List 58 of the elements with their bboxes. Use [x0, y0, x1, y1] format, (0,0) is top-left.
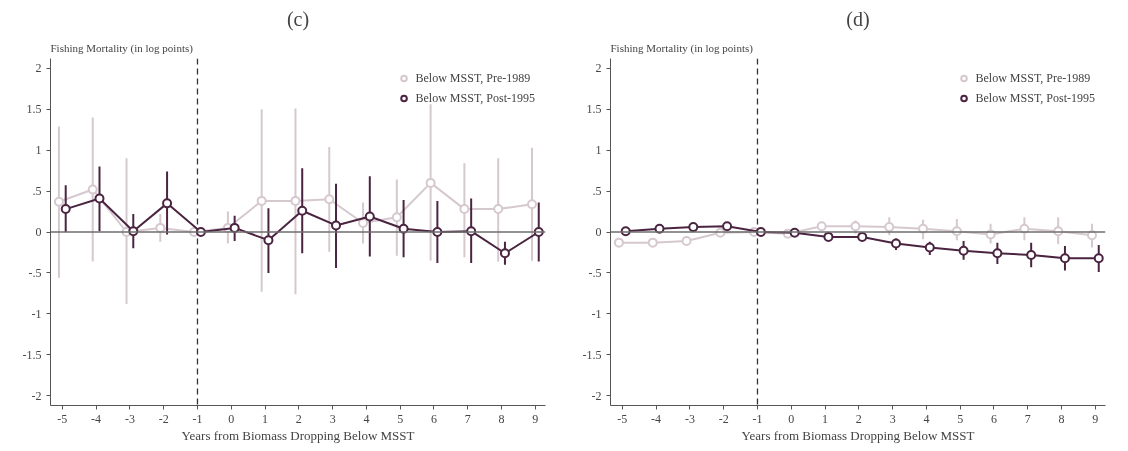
- y-tick-label: 2: [35, 61, 42, 76]
- y-tick-label: 2: [595, 61, 602, 76]
- x-tick-label: -5: [57, 411, 68, 426]
- x-tick-label: -3: [124, 411, 135, 426]
- x-axis-title: Years from Biomass Dropping Below MSST: [181, 427, 415, 443]
- x-tick-label: 2: [295, 411, 302, 426]
- x-tick-label: 5: [397, 411, 404, 426]
- x-tick-label: 9: [1092, 411, 1099, 426]
- x-tick-label: -2: [158, 411, 169, 426]
- x-tick-label: 4: [923, 411, 930, 426]
- x-tick-label: 6: [431, 411, 437, 426]
- x-tick-label: 4: [363, 411, 370, 426]
- y-tick-label: 1.5: [586, 102, 602, 117]
- y-tick-label: -1: [591, 306, 602, 321]
- legend-label: Below MSST, Pre-1989: [415, 70, 531, 86]
- x-tick-label: 7: [1024, 411, 1031, 426]
- x-tick-label: -1: [192, 411, 203, 426]
- y-axis-title: Fishing Mortality (in log points): [610, 41, 754, 55]
- y-tick-label: -2: [591, 388, 602, 403]
- x-tick-label: -4: [651, 411, 662, 426]
- legend-label: Below MSST, Post-1995: [415, 90, 535, 106]
- x-tick-label: 0: [788, 411, 795, 426]
- y-tick-label: 1.5: [26, 102, 42, 117]
- chart-title: (c): [286, 7, 310, 31]
- x-tick-label: 1: [262, 411, 269, 426]
- y-tick-label: -1: [31, 306, 42, 321]
- y-tick-label: -2: [31, 388, 42, 403]
- y-tick-label: 1: [595, 143, 602, 158]
- x-tick-label: 9: [532, 411, 539, 426]
- x-tick-label: -4: [91, 411, 102, 426]
- x-tick-label: 5: [957, 411, 964, 426]
- x-tick-label: 6: [991, 411, 997, 426]
- y-tick-label: -1.5: [22, 347, 42, 362]
- y-tick-label: -1.5: [582, 347, 602, 362]
- y-tick-label: -.5: [28, 265, 42, 280]
- x-axis-title: Years from Biomass Dropping Below MSST: [741, 427, 975, 443]
- y-tick-label: 0: [595, 225, 602, 239]
- legend-label: Below MSST, Post-1995: [975, 90, 1095, 106]
- x-tick-label: 7: [464, 411, 471, 426]
- x-tick-label: -1: [752, 411, 763, 426]
- legend-label: Below MSST, Pre-1989: [975, 70, 1091, 86]
- x-tick-label: 1: [822, 411, 829, 426]
- chart-title: (d): [846, 7, 870, 31]
- y-tick-label: 1: [35, 143, 42, 158]
- y-tick-label: -.5: [588, 265, 602, 280]
- x-tick-label: 8: [498, 411, 505, 426]
- x-tick-label: -2: [718, 411, 729, 426]
- y-tick-label: .5: [32, 184, 42, 199]
- x-tick-label: 0: [228, 411, 235, 426]
- x-tick-label: -3: [684, 411, 695, 426]
- x-tick-label: 3: [889, 411, 896, 426]
- x-tick-label: 2: [855, 411, 862, 426]
- x-tick-label: -5: [617, 411, 628, 426]
- y-tick-label: 0: [35, 225, 42, 239]
- y-axis-title: Fishing Mortality (in log points): [50, 41, 194, 55]
- y-tick-label: .5: [592, 184, 602, 199]
- x-tick-label: 8: [1058, 411, 1065, 426]
- x-tick-label: 3: [329, 411, 336, 426]
